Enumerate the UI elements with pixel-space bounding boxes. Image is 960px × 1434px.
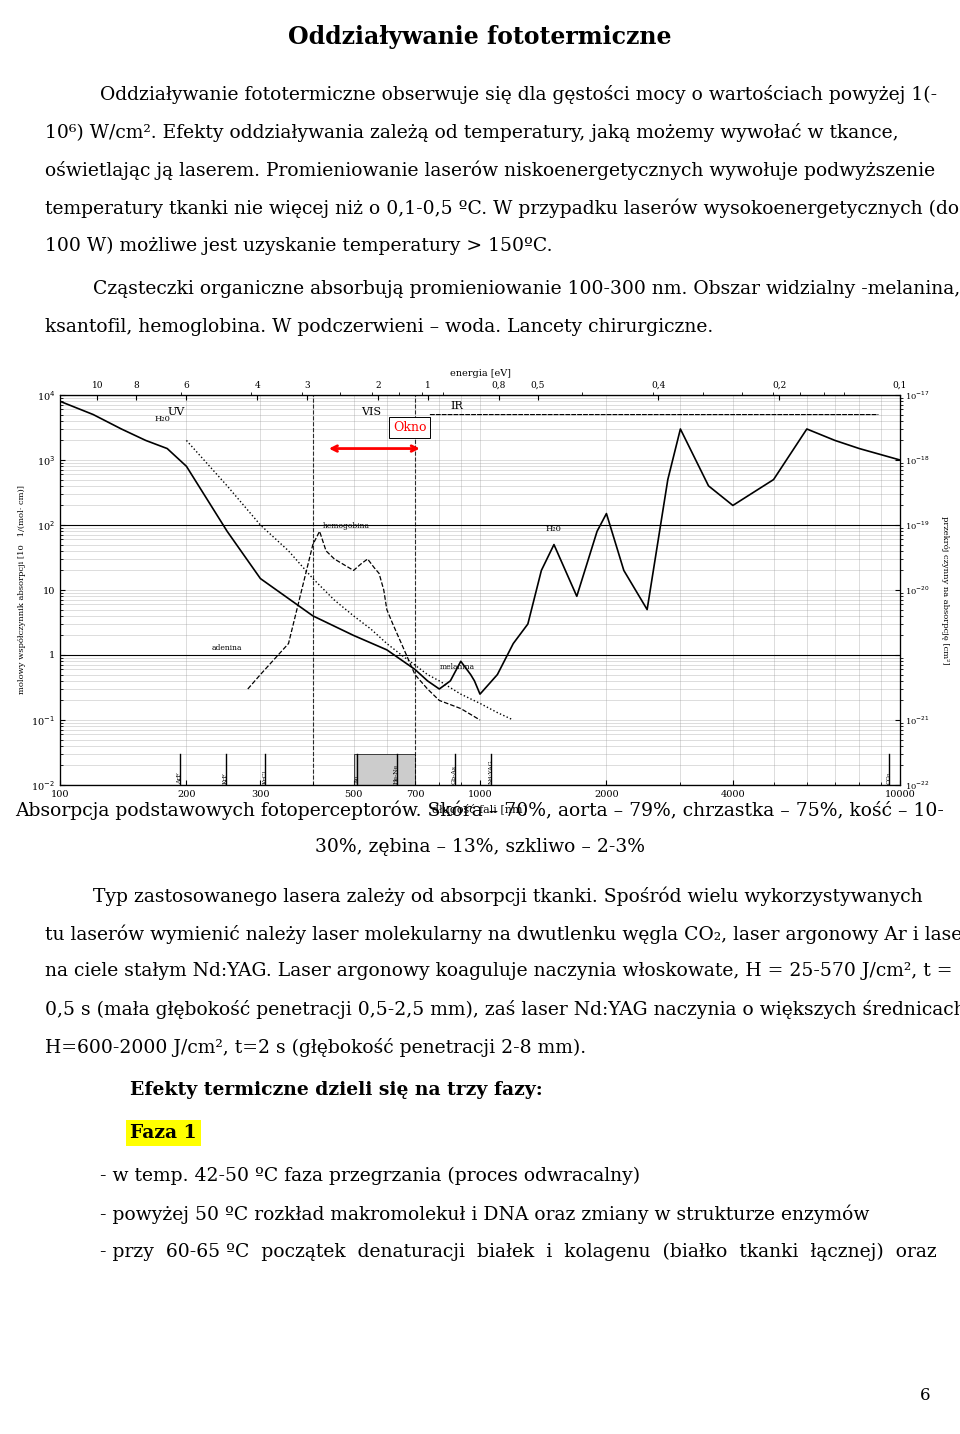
Text: Faza 1: Faza 1 bbox=[130, 1124, 197, 1141]
Text: 6: 6 bbox=[920, 1387, 930, 1404]
Text: hemogobina: hemogobina bbox=[323, 522, 370, 531]
Text: IR: IR bbox=[450, 402, 463, 412]
Text: Typ zastosowanego lasera zależy od absorpcji tkanki. Spośród wielu wykorzystywan: Typ zastosowanego lasera zależy od absor… bbox=[45, 886, 923, 905]
Bar bbox=[353, 754, 415, 784]
Text: ksantofil, hemoglobina. W podczerwieni – woda. Lancety chirurgiczne.: ksantofil, hemoglobina. W podczerwieni –… bbox=[45, 318, 713, 336]
X-axis label: długość fali [nm]: długość fali [nm] bbox=[433, 804, 527, 816]
Text: - powyżej 50 ºC rozkład makromolekuł i DNA oraz zmiany w strukturze enzymów: - powyżej 50 ºC rozkład makromolekuł i D… bbox=[100, 1205, 870, 1225]
Text: Nd:YAG: Nd:YAG bbox=[489, 759, 493, 783]
Text: Okno: Okno bbox=[393, 422, 426, 435]
Text: 30%, zębina – 13%, szkliwo – 2-3%: 30%, zębina – 13%, szkliwo – 2-3% bbox=[315, 837, 645, 856]
Text: Absorpcja podstawowych fotoperceptorów. Skóra – 70%, aorta – 79%, chrzastka – 75: Absorpcja podstawowych fotoperceptorów. … bbox=[15, 800, 945, 819]
Text: oświetlając ją laserem. Promieniowanie laserów niskoenergetycznych wywołuje podw: oświetlając ją laserem. Promieniowanie l… bbox=[45, 161, 935, 181]
Text: 100 W) możliwe jest uzyskanie temperatury > 150ºC.: 100 W) możliwe jest uzyskanie temperatur… bbox=[45, 237, 553, 255]
Text: tu laserów wymienić należy laser molekularny na dwutlenku węgla CO₂, laser argon: tu laserów wymienić należy laser molekul… bbox=[45, 923, 960, 944]
Text: CO₂: CO₂ bbox=[886, 771, 891, 783]
Text: He-Ne: He-Ne bbox=[395, 763, 399, 783]
Text: UV: UV bbox=[167, 407, 184, 416]
Text: H=600-2000 J/cm², t=2 s (głębokość penetracji 2-8 mm).: H=600-2000 J/cm², t=2 s (głębokość penet… bbox=[45, 1038, 587, 1057]
Text: 0,5 s (mała głębokość penetracji 0,5-2,5 mm), zaś laser Nd:YAG naczynia o większ: 0,5 s (mała głębokość penetracji 0,5-2,5… bbox=[45, 999, 960, 1020]
Text: ArF: ArF bbox=[178, 771, 182, 783]
Text: Au: Au bbox=[354, 776, 360, 783]
Text: Cząsteczki organiczne absorbują promieniowanie 100-300 nm. Obszar widzialny -mel: Cząsteczki organiczne absorbują promieni… bbox=[45, 280, 960, 298]
Y-axis label: molowy współczynnik absorpcji [10   1/(mol· cm)]: molowy współczynnik absorpcji [10 1/(mol… bbox=[17, 486, 26, 694]
Y-axis label: przekrój czynny na absorpcję [cm²]: przekrój czynny na absorpcję [cm²] bbox=[941, 516, 949, 664]
X-axis label: energia [eV]: energia [eV] bbox=[449, 369, 511, 377]
Text: VIS: VIS bbox=[361, 407, 381, 416]
Text: H₂0: H₂0 bbox=[546, 525, 562, 533]
Text: - przy  60-65 ºC  początek  denaturacji  białek  i  kolagenu  (białko  tkanki  ł: - przy 60-65 ºC początek denaturacji bia… bbox=[100, 1243, 937, 1262]
Text: temperatury tkanki nie więcej niż o 0,1-0,5 ºC. W przypadku laserów wysokoenerge: temperatury tkanki nie więcej niż o 0,1-… bbox=[45, 199, 959, 218]
Text: Oddziaływanie fototermiczne obserwuje się dla gęstości mocy o wartościach powyże: Oddziaływanie fototermiczne obserwuje si… bbox=[100, 85, 937, 105]
Text: Oddziaływanie fototermiczne: Oddziaływanie fototermiczne bbox=[288, 24, 672, 49]
Text: melanina: melanina bbox=[440, 664, 474, 671]
Text: Efekty termiczne dzieli się na trzy fazy:: Efekty termiczne dzieli się na trzy fazy… bbox=[130, 1081, 542, 1098]
Text: H₂0: H₂0 bbox=[155, 414, 170, 423]
Text: Gb-As: Gb-As bbox=[452, 764, 457, 783]
Text: - w temp. 42-50 ºC faza przegrzania (proces odwracalny): - w temp. 42-50 ºC faza przegrzania (pro… bbox=[100, 1167, 640, 1186]
Text: 10⁶) W/cm². Efekty oddziaływania zależą od temperatury, jaką możemy wywołać w tk: 10⁶) W/cm². Efekty oddziaływania zależą … bbox=[45, 123, 899, 142]
Text: KrCl: KrCl bbox=[263, 770, 268, 783]
Text: adenina: adenina bbox=[212, 644, 242, 652]
Text: KrF: KrF bbox=[223, 771, 228, 783]
Text: na ciele stałym Nd:YAG. Laser argonowy koaguluje naczynia włoskowate, H = 25-570: na ciele stałym Nd:YAG. Laser argonowy k… bbox=[45, 962, 952, 979]
